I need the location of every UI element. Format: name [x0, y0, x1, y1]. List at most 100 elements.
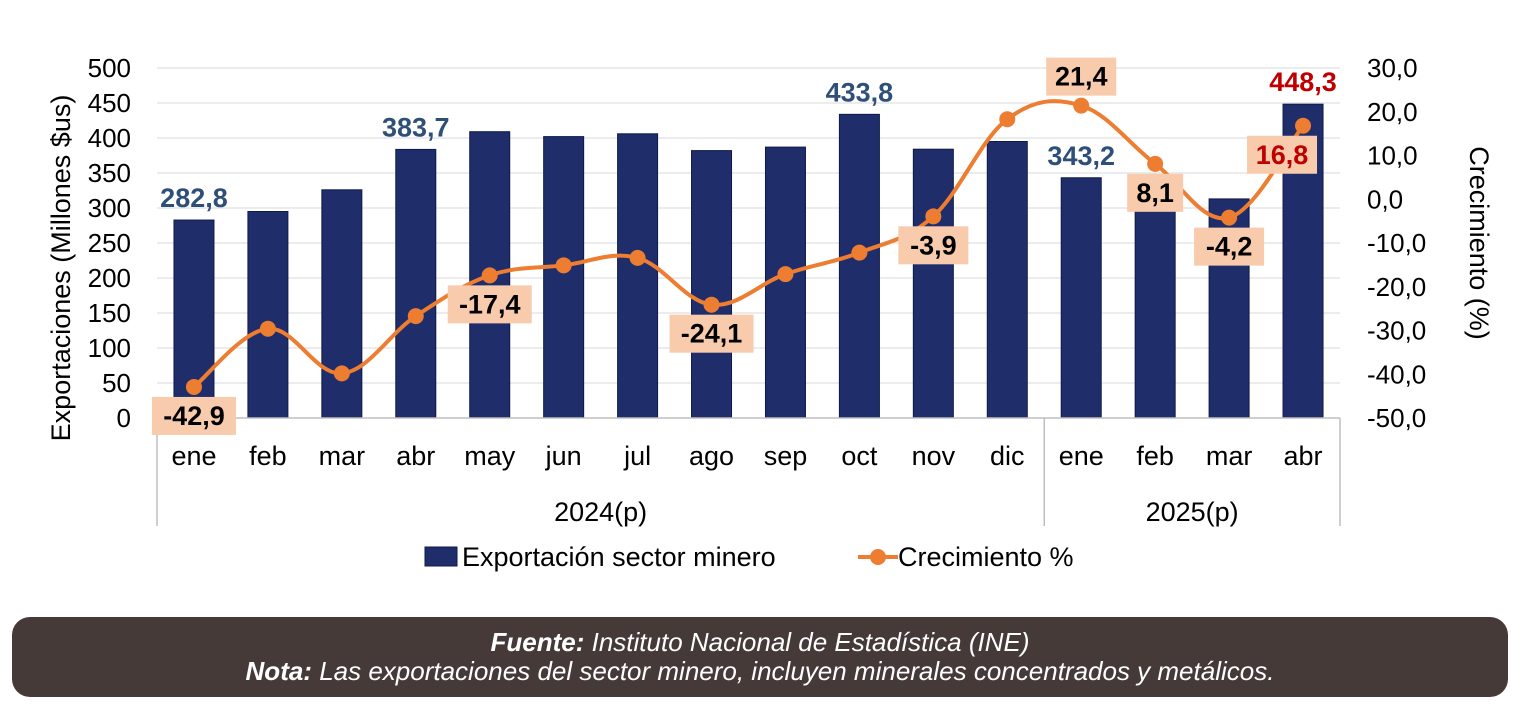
growth-value-label: 8,1 [1136, 178, 1174, 208]
growth-point [259, 320, 276, 337]
bar [1060, 177, 1102, 419]
bar-value-label: 343,2 [1047, 141, 1115, 171]
source-label: Fuente: [490, 627, 585, 657]
x-tick-label: jun [545, 441, 582, 471]
growth-point [1221, 209, 1238, 226]
bar [395, 148, 437, 419]
x-tick-label: jul [623, 441, 651, 471]
source-line: Fuente: Instituto Nacional de Estadístic… [12, 628, 1508, 657]
footer-note-box: Fuente: Instituto Nacional de Estadístic… [12, 617, 1508, 697]
x-tick-label: feb [1136, 441, 1174, 471]
y-left-tick: 300 [88, 193, 131, 223]
growth-point [555, 257, 572, 274]
legend-bar-label: Exportación sector minero [462, 542, 776, 572]
growth-point [407, 308, 424, 325]
y-left-tick: 150 [88, 298, 131, 328]
growth-value-label: -4,2 [1206, 232, 1253, 262]
growth-line [192, 99, 1305, 389]
x-tick-label: ago [689, 441, 734, 471]
y-right-tick: -30,0 [1367, 316, 1426, 346]
x-tick-label: ene [1059, 441, 1104, 471]
bar-value-label: 448,3 [1269, 67, 1337, 97]
bar [838, 113, 880, 419]
growth-value-label: 16,8 [1256, 140, 1309, 170]
growth-point [333, 365, 350, 382]
growth-point [629, 249, 646, 266]
bar [543, 136, 585, 419]
growth-value-label: -42,9 [163, 401, 225, 431]
growth-label-bg [1046, 57, 1117, 96]
y-right-tick: 10,0 [1367, 141, 1418, 171]
x-group-label: 2025(p) [1146, 497, 1239, 527]
growth-value-label: -24,1 [681, 319, 743, 349]
growth-point [185, 378, 202, 395]
growth-label-bg [151, 396, 236, 435]
bar [1134, 204, 1176, 419]
y-right-tick: 0,0 [1367, 184, 1403, 214]
bar [617, 133, 659, 419]
y-right-tick: 20,0 [1367, 97, 1418, 127]
bar [986, 141, 1028, 419]
growth-point [851, 244, 868, 261]
growth-point [999, 111, 1016, 128]
note-line: Nota: Las exportaciones del sector miner… [12, 657, 1508, 686]
y-right-tick: -10,0 [1367, 228, 1426, 258]
bar [691, 150, 733, 419]
growth-point [777, 266, 794, 283]
growth-label-bg [1247, 135, 1318, 174]
y-right-tick: -50,0 [1367, 403, 1426, 433]
legend-line-marker [870, 549, 886, 565]
growth-point [925, 208, 942, 225]
source-text: Instituto Nacional de Estadística (INE) [584, 627, 1030, 657]
y-right-tick: 30,0 [1367, 53, 1418, 83]
x-tick-label: feb [249, 441, 287, 471]
y-left-tick: 450 [88, 88, 131, 118]
growth-label-bg [669, 314, 754, 353]
x-tick-label: oct [841, 441, 878, 471]
bar [247, 211, 289, 419]
y-right-tick: -40,0 [1367, 359, 1426, 389]
chart: 0 50 100 150 200 250 300 350 400 450 500 -50,0 -40,0… [46, 53, 1494, 572]
growth-point [1295, 117, 1312, 134]
growth-value-label: -3,9 [910, 230, 957, 260]
x-tick-label: mar [1206, 441, 1253, 471]
bar-value-label: 282,8 [160, 183, 228, 213]
note-text: Las exportaciones del sector minero, inc… [311, 656, 1275, 686]
bar [321, 189, 363, 419]
growth-value-label: 21,4 [1055, 62, 1108, 92]
y-left-tick: 0 [117, 403, 131, 433]
growth-label-bg [1194, 227, 1265, 266]
legend-bar-swatch [424, 546, 458, 567]
growth-label-bg [1127, 173, 1184, 212]
y-left-tick: 350 [88, 158, 131, 188]
growth-label-bg [898, 226, 969, 265]
x-tick-label: ene [171, 441, 216, 471]
x-tick-label: may [464, 441, 516, 471]
y-left-tick: 400 [88, 123, 131, 153]
x-tick-label: sep [764, 441, 808, 471]
note-label: Nota: [245, 656, 312, 686]
growth-value-label: -17,4 [459, 289, 521, 319]
bar-value-label: 383,7 [382, 112, 450, 142]
growth-label-bg [447, 285, 532, 324]
y-left-axis-title: Exportaciones (Millones $us) [46, 95, 76, 442]
y-right-tick: -20,0 [1367, 272, 1426, 302]
growth-point [481, 267, 498, 284]
bar [912, 148, 954, 419]
y-right-axis-title: Crecimiento (%) [1464, 146, 1494, 340]
x-group-label: 2024(p) [554, 497, 647, 527]
x-tick-label: abr [1284, 441, 1323, 471]
y-left-tick: 250 [88, 228, 131, 258]
x-tick-label: mar [319, 441, 366, 471]
legend-line-label: Crecimiento % [898, 542, 1074, 572]
y-left-tick: 200 [88, 263, 131, 293]
growth-point [1073, 97, 1090, 114]
growth-point [1147, 155, 1164, 172]
x-tick-label: abr [396, 441, 435, 471]
bar-value-label: 433,8 [826, 77, 894, 107]
growth-point [703, 296, 720, 313]
x-tick-label: dic [990, 441, 1025, 471]
y-left-tick: 500 [88, 53, 131, 83]
y-left-tick: 50 [102, 368, 131, 398]
y-left-tick: 100 [88, 333, 131, 363]
